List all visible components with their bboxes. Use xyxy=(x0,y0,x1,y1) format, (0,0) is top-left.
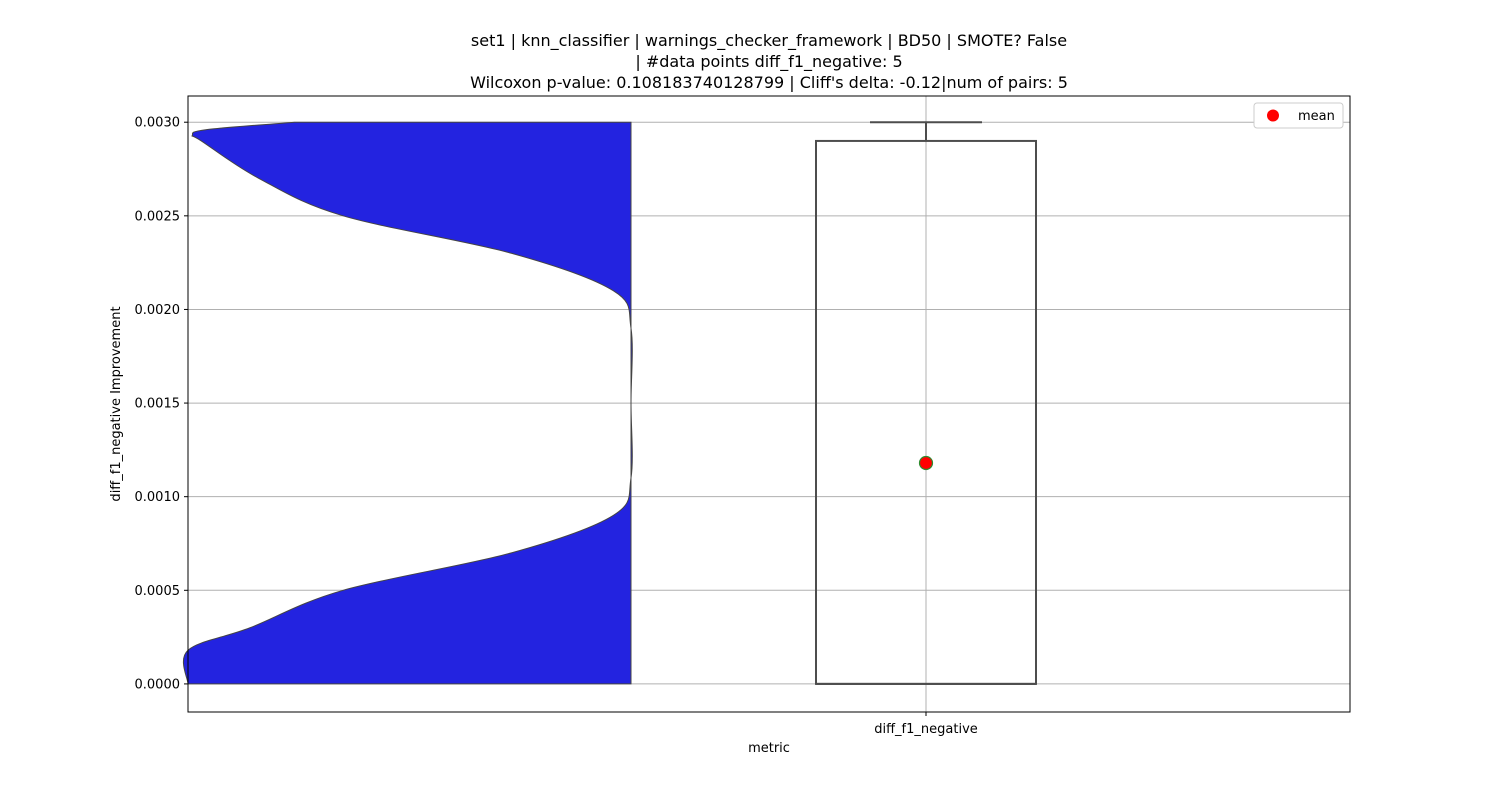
violin-body xyxy=(182,121,633,685)
y-axis-label: diff_f1_negative Improvement xyxy=(109,306,124,501)
x-tick-label: diff_f1_negative xyxy=(874,722,978,737)
y-axis-ticks: 0.0000 0.0005 0.0010 0.0015 0.0020 0.0025 0.00… xyxy=(135,116,188,692)
y-tick-label: 0.0000 xyxy=(135,677,181,692)
y-tick-label: 0.0005 xyxy=(135,584,181,599)
x-axis-label: metric xyxy=(748,741,790,756)
legend: mean xyxy=(1253,102,1344,129)
y-tick-label: 0.0010 xyxy=(135,490,181,505)
chart-title: set1 | knn_classifier | warnings_checker… xyxy=(470,31,1068,92)
legend-entry-mean: mean xyxy=(1298,109,1335,124)
plot-area-frame xyxy=(187,95,1351,713)
legend-mean-marker xyxy=(1267,109,1279,122)
x-axis-ticks: diff_f1_negative xyxy=(874,712,978,737)
mean-marker xyxy=(918,455,934,471)
title-line-1: set1 | knn_classifier | warnings_checker… xyxy=(471,31,1067,51)
y-tick-label: 0.0025 xyxy=(135,209,181,224)
title-line-2: | #data points diff_f1_negative: 5 xyxy=(635,52,902,72)
legend-frame xyxy=(1253,102,1344,129)
y-tick-label: 0.0020 xyxy=(135,303,181,318)
box-layer xyxy=(815,121,1037,685)
y-tick-label: 0.0015 xyxy=(135,397,181,412)
title-line-3: Wilcoxon p-value: 0.108183740128799 | Cl… xyxy=(470,73,1068,92)
y-tick-label: 0.0030 xyxy=(135,116,181,131)
violin-layer xyxy=(182,121,633,685)
